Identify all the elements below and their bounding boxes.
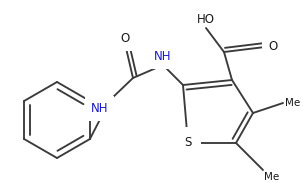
Text: NH: NH <box>91 102 108 115</box>
Text: S: S <box>184 137 192 150</box>
Text: NH: NH <box>154 50 172 63</box>
Text: Me: Me <box>264 172 279 182</box>
Text: O: O <box>120 32 130 45</box>
Text: O: O <box>268 40 277 53</box>
Text: HO: HO <box>197 13 215 26</box>
Text: Me: Me <box>285 98 300 108</box>
